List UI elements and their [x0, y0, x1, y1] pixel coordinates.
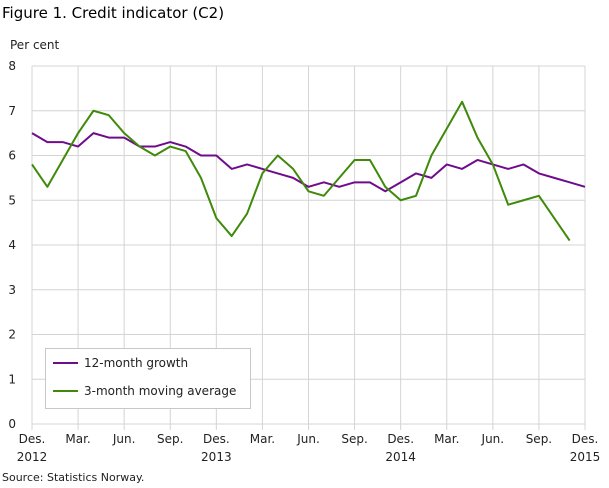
- x-tick-label: Mar.: [434, 432, 459, 446]
- legend-label: 3-month moving average: [84, 384, 236, 398]
- y-tick-label: 7: [8, 104, 16, 118]
- chart-title: Figure 1. Credit indicator (C2): [2, 4, 225, 22]
- x-tick-label: Sep.: [526, 432, 552, 446]
- x-tick-label: Des.: [387, 432, 414, 446]
- series-line-3-month-moving-average: [31, 100, 571, 242]
- y-tick-label: 8: [8, 59, 16, 73]
- x-tick-year: 2013: [201, 450, 232, 464]
- y-axis-label: Per cent: [10, 38, 60, 52]
- source-note: Source: Statistics Norway.: [2, 471, 145, 484]
- y-tick-label: 0: [8, 417, 16, 431]
- y-tick-label: 6: [8, 149, 16, 163]
- x-tick-year: 2012: [17, 450, 48, 464]
- x-tick-label: Jun.: [481, 432, 505, 446]
- y-tick-label: 2: [8, 328, 16, 342]
- x-tick-year: 2014: [385, 450, 416, 464]
- legend-label: 12-month growth: [84, 356, 188, 370]
- x-tick-label: Des.: [203, 432, 230, 446]
- x-tick-label: Jun.: [296, 432, 320, 446]
- x-tick-label: Des.: [19, 432, 46, 446]
- x-tick-year: 2015: [570, 450, 601, 464]
- x-tick-label: Mar.: [65, 432, 90, 446]
- x-tick-label: Jun.: [112, 432, 136, 446]
- x-tick-label: Sep.: [157, 432, 183, 446]
- y-tick-label: 5: [8, 193, 16, 207]
- x-tick-label: Sep.: [341, 432, 367, 446]
- x-tick-label: Des.: [572, 432, 599, 446]
- y-tick-label: 4: [8, 238, 16, 252]
- x-tick-label: Mar.: [250, 432, 275, 446]
- y-tick-label: 1: [8, 372, 16, 386]
- legend-box: [45, 348, 251, 409]
- y-tick-label: 3: [8, 283, 16, 297]
